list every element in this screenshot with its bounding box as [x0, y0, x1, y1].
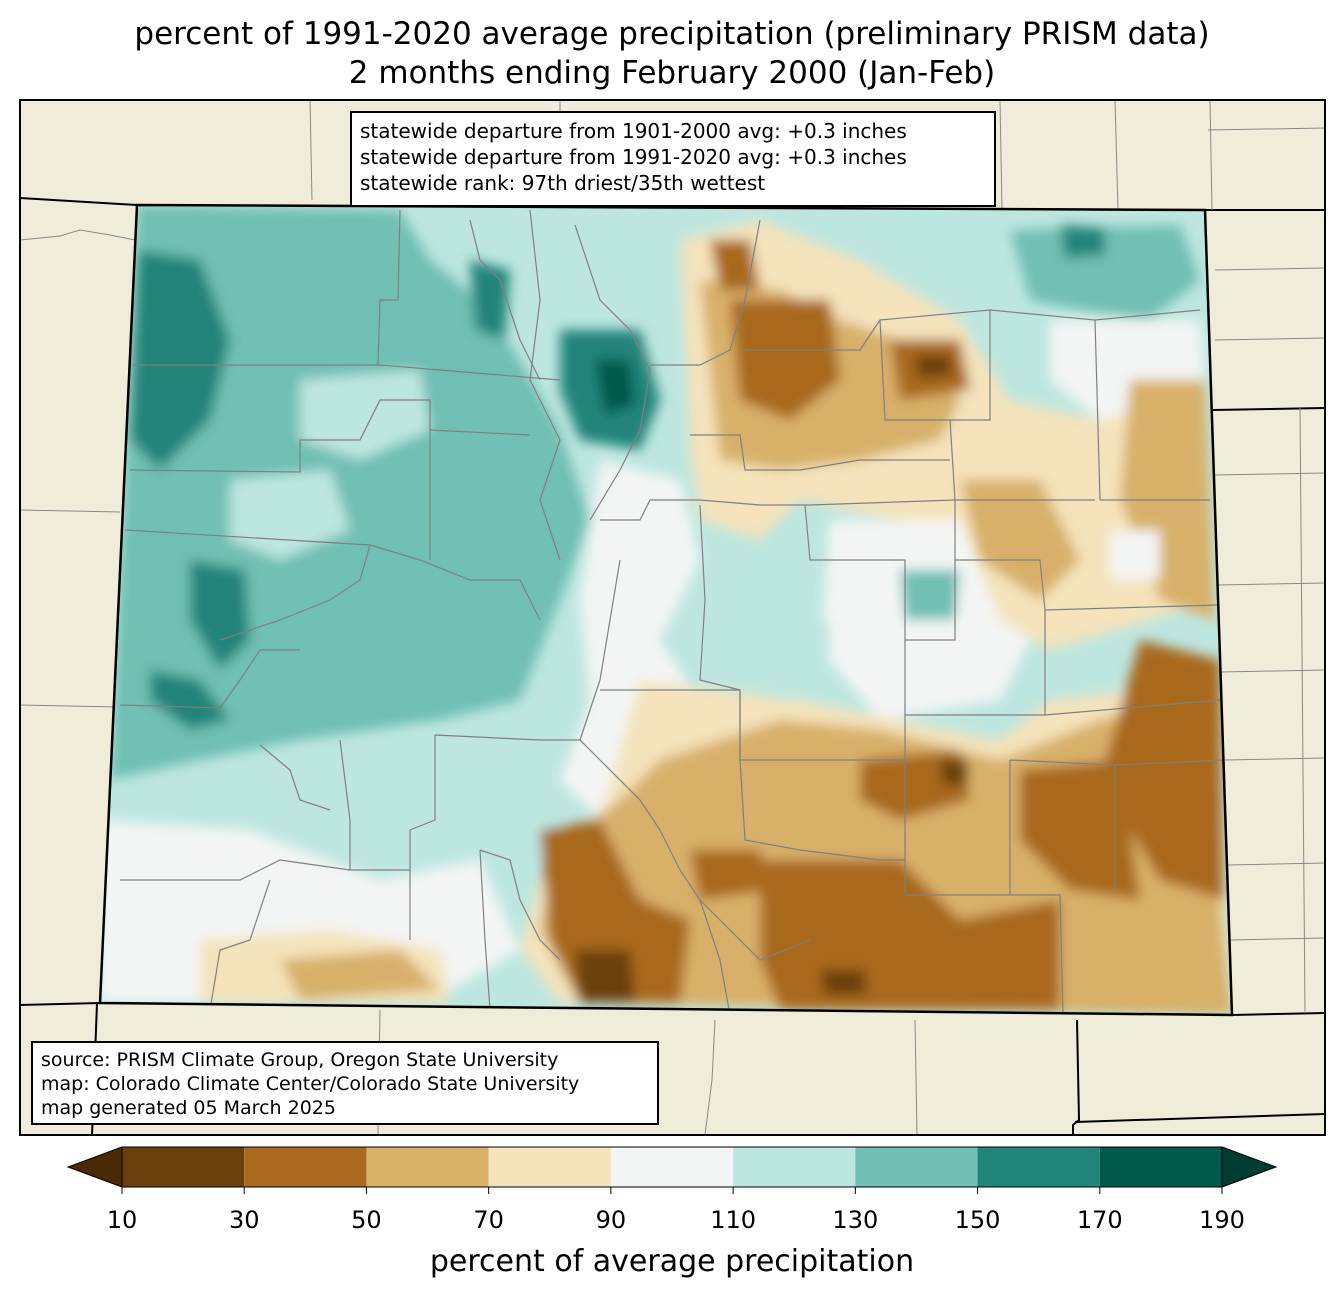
stats-rank: statewide rank: 97th driest/35th wettest: [360, 171, 766, 195]
colorbar-segment-2: [366, 1147, 489, 1187]
credits-box: source: PRISM Climate Group, Oregon Stat…: [31, 1041, 659, 1125]
colorbar-segment-1: [244, 1147, 367, 1187]
colorbar-segment-5: [733, 1147, 856, 1187]
map-title-line-1: percent of 1991-2020 average precipitati…: [134, 16, 1210, 52]
credit-generated: map generated 05 March 2025: [41, 1097, 336, 1119]
colorado-border: [98, 203, 1234, 1017]
colorbar-segment-8: [1099, 1147, 1222, 1187]
map-frame-outline: [19, 99, 1326, 1136]
stats-departure-1991-2020: statewide departure from 1991-2020 avg: …: [360, 145, 907, 169]
precipitation-field: [100, 205, 1232, 1015]
colorbar-tick-label: 110: [710, 1206, 757, 1234]
colorbar-tick-label: 150: [954, 1206, 1001, 1234]
colorbar: [66, 1146, 1278, 1194]
statewide-stats-box: statewide departure from 1901-2000 avg: …: [350, 111, 996, 207]
colorbar-under-arrow: [66, 1146, 123, 1188]
colorbar-segment-6: [855, 1147, 978, 1187]
colorbar-tick-label: 10: [106, 1206, 138, 1234]
colorbar-tick-label: 130: [832, 1206, 879, 1234]
colorbar-segment-0: [122, 1147, 245, 1187]
colorbar-frame: [121, 1146, 1223, 1188]
stats-departure-1901-2000: statewide departure from 1901-2000 avg: …: [360, 119, 907, 143]
colorbar-over-arrow: [1221, 1146, 1278, 1188]
map-title-line-2: 2 months ending February 2000 (Jan-Feb): [348, 55, 996, 91]
colorbar-tick-label: 50: [351, 1206, 382, 1234]
colorbar-tick-label: 30: [228, 1206, 260, 1234]
colorbar-segment-3: [488, 1147, 611, 1187]
credit-source: source: PRISM Climate Group, Oregon Stat…: [41, 1049, 559, 1071]
colorbar-segment-7: [977, 1147, 1100, 1187]
colorbar-tick-label: 90: [595, 1206, 627, 1234]
colorbar-label: percent of average precipitation: [429, 1244, 915, 1279]
colorbar-segment-4: [610, 1147, 734, 1187]
colorbar-tick-label: 190: [1199, 1206, 1245, 1234]
colorbar-tick-label: 170: [1076, 1206, 1123, 1234]
credit-map: map: Colorado Climate Center/Colorado St…: [41, 1073, 580, 1095]
county-boundaries: [119, 209, 1226, 1015]
colorbar-tick-label: 70: [473, 1206, 504, 1234]
